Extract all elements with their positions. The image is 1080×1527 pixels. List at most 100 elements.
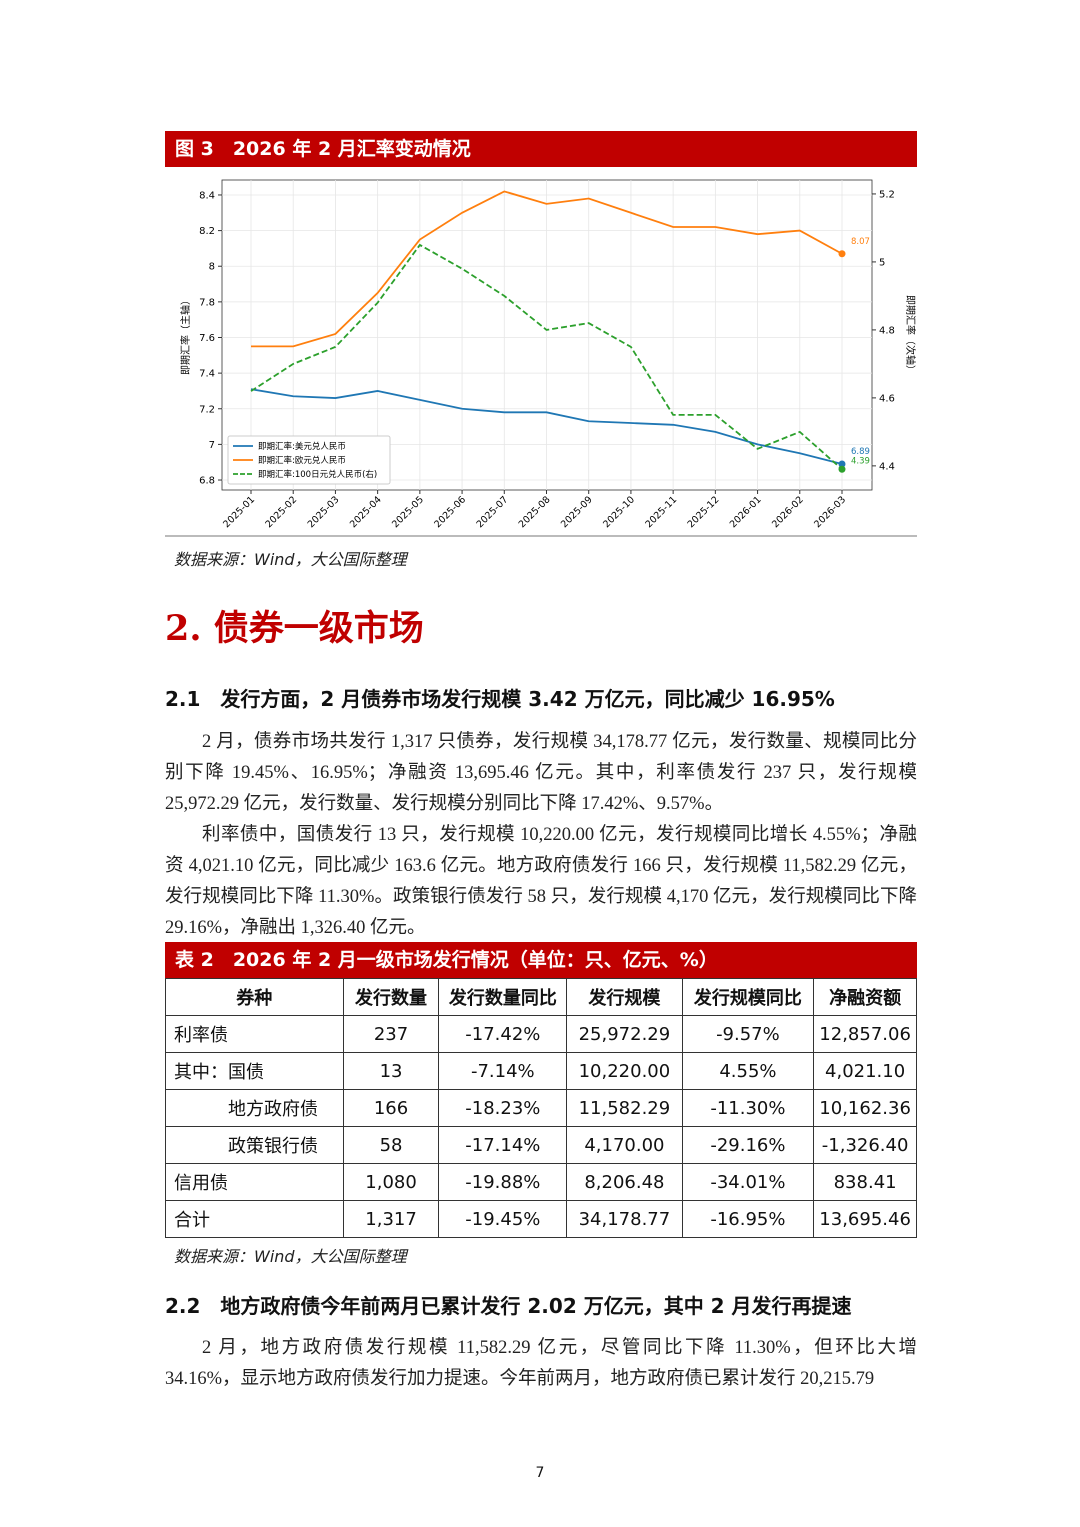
- table-cell: 1,317: [342, 1200, 440, 1238]
- y2-tick-label: 4.4: [879, 461, 895, 472]
- header-cell: 发行规模同比: [681, 978, 815, 1016]
- figure-source: 数据来源：Wind，大公国际整理: [174, 550, 407, 569]
- paragraphs: 2 月，债券市场共发行 1,317 只债券，发行规模 34,178.77 亿元，…: [165, 727, 917, 944]
- series-line: [251, 190, 843, 348]
- chart: 6.8 7 7.2 7.4 7.6 7.8 8 8.2 8.4 4.4 4.6 4.8 5 5.2 2025…: [165, 179, 917, 537]
- y-tick-label: 7.4: [199, 369, 215, 380]
- table-cell: 4,021.10: [813, 1052, 917, 1090]
- subsection-title: 2.2 地方政府债今年前两月已累计发行 2.02 万亿元，其中 2 月发行再提速: [165, 1294, 852, 1318]
- table-cell: 10,162.36: [813, 1089, 917, 1127]
- table-cell: -19.88%: [438, 1163, 568, 1201]
- paragraph: 2 月，地方政府债发行规模 11,582.29 亿元，尽管同比下降 11.30%…: [165, 1338, 917, 1389]
- y2-tick-label: 5: [879, 257, 885, 268]
- table-cell: -7.14%: [438, 1052, 568, 1090]
- x-tick-label: 2025-10: [601, 494, 637, 530]
- x-tick-label: 2026-01: [728, 494, 764, 530]
- legend-label: 即期汇率:欧元兑人民币: [258, 455, 346, 466]
- y-tick-label: 7.8: [199, 297, 215, 308]
- x-tick-label: 2025-11: [643, 494, 679, 530]
- table-cell: 58: [342, 1126, 440, 1164]
- x-tick-label: 2025-12: [686, 494, 722, 530]
- header-cell: 净融资额: [813, 978, 917, 1016]
- legend-label: 即期汇率:100日元兑人民币(右): [258, 469, 377, 480]
- series-line: [250, 388, 843, 465]
- table-cell: 237: [342, 1015, 440, 1053]
- table-cell: -19.45%: [438, 1200, 568, 1238]
- table-row: 其中：国债 13 -7.14% 10,220.00 4.55% 4,021.10: [165, 1052, 917, 1090]
- figure-title: 图 3 2026 年 2 月汇率变动情况: [165, 131, 917, 167]
- x-tick-label: 2025-09: [559, 494, 595, 530]
- table-cell: 10,220.00: [566, 1052, 683, 1090]
- x-tick-label: 2025-08: [517, 494, 553, 530]
- x-tick-label: 2025-05: [390, 494, 426, 530]
- table: 券种 发行数量 发行数量同比 发行规模 发行规模同比 净融资额 利率债 237 -17.42% 2…: [165, 978, 917, 1238]
- table-row: 地方政府债 166 -18.23% 11,582.29 -11.30% 10,162.36: [165, 1089, 917, 1127]
- y2-axis-label: 即期汇率（次轴）: [904, 295, 917, 375]
- series-line: [250, 243, 843, 470]
- value-label: 4.39: [851, 456, 870, 466]
- y-tick-label: 6.8: [199, 476, 215, 487]
- table-row: 政策银行债 58 -17.14% 4,170.00 -29.16% -1,326.40: [165, 1126, 917, 1164]
- y-tick-label: 7.2: [199, 404, 215, 415]
- table-cell: 8,206.48: [566, 1163, 683, 1201]
- x-tick-label: 2026-02: [770, 494, 806, 530]
- y-axis-label: 即期汇率（主轴）: [179, 295, 192, 375]
- table-cell: 34,178.77: [566, 1200, 683, 1238]
- header-cell: 券种: [165, 978, 344, 1016]
- y2-tick-label: 5.2: [879, 189, 895, 200]
- table-row: 信用债 1,080 -19.88% 8,206.48 -34.01% 838.41: [165, 1163, 917, 1201]
- y-tick-label: 8: [209, 262, 215, 273]
- end-point: [838, 465, 846, 473]
- section-title: 2. 债券一级市场: [165, 608, 424, 649]
- y2-tick-label: 4.6: [879, 393, 895, 404]
- table-cell: 4.55%: [681, 1052, 815, 1090]
- header-cell: 发行数量同比: [438, 978, 568, 1016]
- subsection-title: 2.1 发行方面，2 月债券市场发行规模 3.42 万亿元，同比减少 16.95…: [165, 687, 835, 711]
- table-cell: 合计: [165, 1200, 344, 1238]
- table-row: 利率债 237 -17.42% 25,972.29 -9.57% 12,857.06: [165, 1015, 917, 1053]
- y-tick-label: 8.4: [199, 190, 215, 201]
- table-cell: 利率债: [165, 1015, 344, 1053]
- x-tick-label: 2026-03: [812, 494, 848, 530]
- table-cell: -17.14%: [438, 1126, 568, 1164]
- header-cell: 发行数量: [342, 978, 440, 1016]
- table-cell: 12,857.06: [813, 1015, 917, 1053]
- end-point: [838, 460, 846, 468]
- table-cell: 政策银行债: [165, 1126, 344, 1164]
- table-cell: -29.16%: [681, 1126, 815, 1164]
- table-cell: -17.42%: [438, 1015, 568, 1053]
- legend-label: 即期汇率:美元兑人民币: [258, 441, 346, 452]
- table-cell: -18.23%: [438, 1089, 568, 1127]
- table-title: 表 2 2026 年 2 月一级市场发行情况（单位：只、亿元、%）: [165, 942, 917, 978]
- table-cell: -34.01%: [681, 1163, 815, 1201]
- table-cell: 11,582.29: [566, 1089, 683, 1127]
- x-tick-label: 2025-04: [348, 494, 384, 530]
- table-cell: 166: [342, 1089, 440, 1127]
- table-cell: 4,170.00: [566, 1126, 683, 1164]
- table-cell: -16.95%: [681, 1200, 815, 1238]
- y2-tick-label: 4.8: [879, 325, 895, 336]
- table-cell: 25,972.29: [566, 1015, 683, 1053]
- table-cell: 838.41: [813, 1163, 917, 1201]
- value-label: 6.89: [851, 447, 870, 457]
- table-header-row: 券种 发行数量 发行数量同比 发行规模 发行规模同比 净融资额: [165, 978, 917, 1016]
- table-cell: 13: [342, 1052, 440, 1090]
- x-tick-label: 2025-03: [306, 494, 342, 530]
- y-tick-label: 7.6: [199, 333, 215, 344]
- legend-box: [227, 435, 391, 485]
- table-cell: 13,695.46: [813, 1200, 917, 1238]
- header-cell: 发行规模: [566, 978, 683, 1016]
- table-row: 合计 1,317 -19.45% 34,178.77 -16.95% 13,695.46: [165, 1200, 917, 1238]
- value-label: 8.07: [851, 237, 870, 247]
- x-tick-label: 2025-07: [475, 494, 511, 530]
- x-tick-label: 2025-02: [263, 494, 299, 530]
- table-source: 数据来源：Wind，大公国际整理: [174, 1247, 407, 1266]
- x-tick-label: 2025-06: [432, 494, 468, 530]
- page-number: 7: [535, 1465, 545, 1481]
- table-cell: 信用债: [165, 1163, 344, 1201]
- y-tick-label: 8.2: [199, 226, 215, 237]
- end-point: [838, 250, 846, 258]
- table-cell: 地方政府债: [165, 1089, 344, 1127]
- table-cell: -9.57%: [681, 1015, 815, 1053]
